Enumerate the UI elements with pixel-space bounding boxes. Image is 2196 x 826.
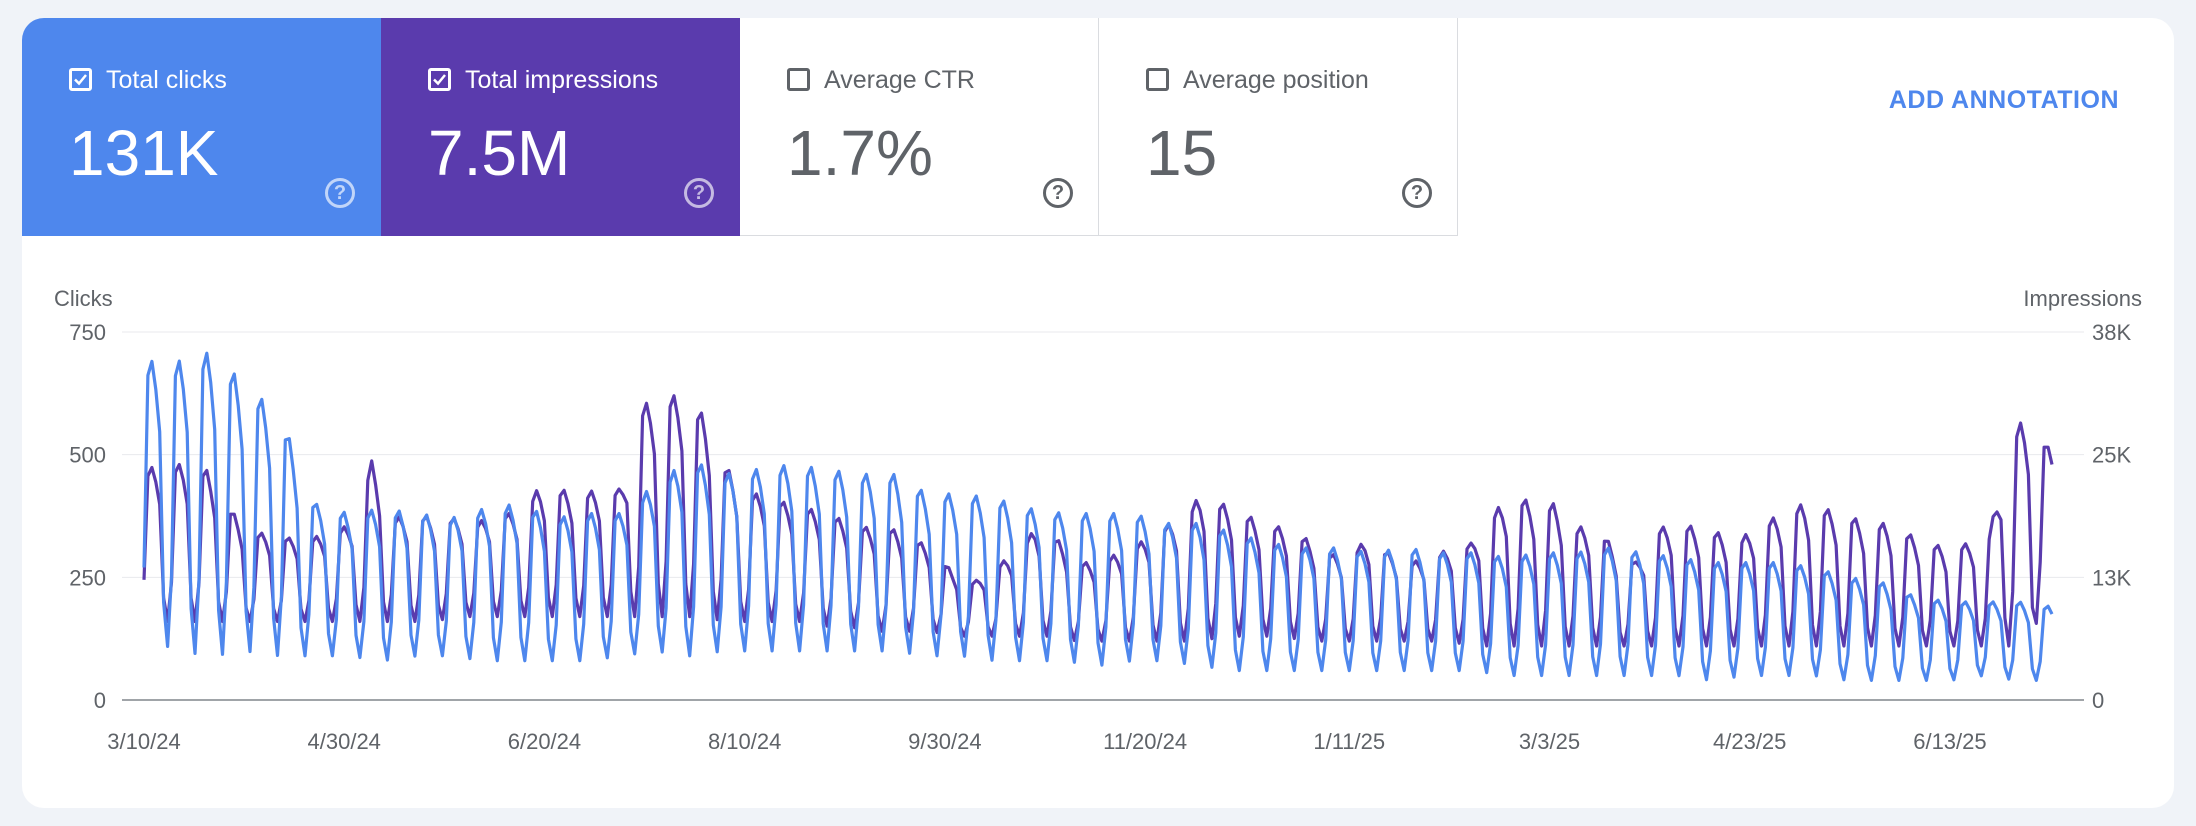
x-tick-label: 9/30/24 [908, 729, 981, 754]
left-tick-label: 250 [69, 565, 106, 590]
checkbox-checked-icon[interactable] [428, 68, 451, 91]
right-tick-label: 13K [2092, 565, 2131, 590]
metric-value: 7.5M [428, 117, 571, 189]
help-icon[interactable]: ? [1402, 178, 1432, 208]
x-tick-label: 11/20/24 [1103, 729, 1187, 754]
right-axis-title: Impressions [2023, 286, 2142, 311]
help-icon[interactable]: ? [684, 178, 714, 208]
checkbox-unchecked-icon[interactable] [1146, 68, 1169, 91]
metric-tab-average-ctr[interactable]: Average CTR 1.7% ? [740, 18, 1099, 236]
metric-value: 15 [1146, 117, 1218, 189]
metric-value: 131K [69, 117, 219, 189]
left-axis-title: Clicks [54, 286, 113, 311]
checkbox-unchecked-icon[interactable] [787, 68, 810, 91]
metric-label: Total clicks [106, 66, 227, 94]
series-line-clicks [142, 351, 2054, 683]
help-icon[interactable]: ? [1043, 178, 1073, 208]
checkbox-checked-icon[interactable] [69, 68, 92, 91]
left-tick-label: 750 [69, 320, 106, 345]
metric-label: Total impressions [465, 66, 659, 94]
left-tick-label: 0 [94, 688, 106, 713]
metric-value: 1.7% [787, 117, 933, 189]
x-tick-label: 3/3/25 [1519, 729, 1580, 754]
x-tick-label: 4/30/24 [308, 729, 381, 754]
x-tick-label: 4/23/25 [1713, 729, 1786, 754]
metric-label: Average CTR [824, 66, 975, 94]
right-tick-label: 25K [2092, 443, 2131, 468]
metric-label: Average position [1183, 66, 1369, 94]
right-tick-label: 38K [2092, 320, 2131, 345]
performance-chart: 0 250 500 750 0 13K 25K 38K 3/10/24 4/30/24 6/20/2… [69, 320, 2131, 754]
metric-tabs: Total clicks 131K ? Total impressions 7.… [22, 18, 1458, 236]
x-tick-label: 1/11/25 [1313, 729, 1385, 754]
add-annotation-button[interactable]: ADD ANNOTATION [1888, 86, 2119, 114]
metric-tab-total-impressions[interactable]: Total impressions 7.5M ? [381, 18, 740, 236]
x-tick-label: 8/10/24 [708, 729, 781, 754]
x-tick-label: 6/13/25 [1913, 729, 1986, 754]
right-tick-label: 0 [2092, 688, 2104, 713]
x-tick-label: 6/20/24 [508, 729, 581, 754]
x-tick-label: 3/10/24 [107, 729, 180, 754]
metric-tab-total-clicks[interactable]: Total clicks 131K ? [22, 18, 381, 236]
metric-tab-average-position[interactable]: Average position 15 ? [1099, 18, 1458, 236]
help-icon[interactable]: ? [325, 178, 355, 208]
left-tick-label: 500 [69, 443, 106, 468]
performance-card: Total clicks 131K ? Total impressions 7.… [22, 18, 2174, 808]
